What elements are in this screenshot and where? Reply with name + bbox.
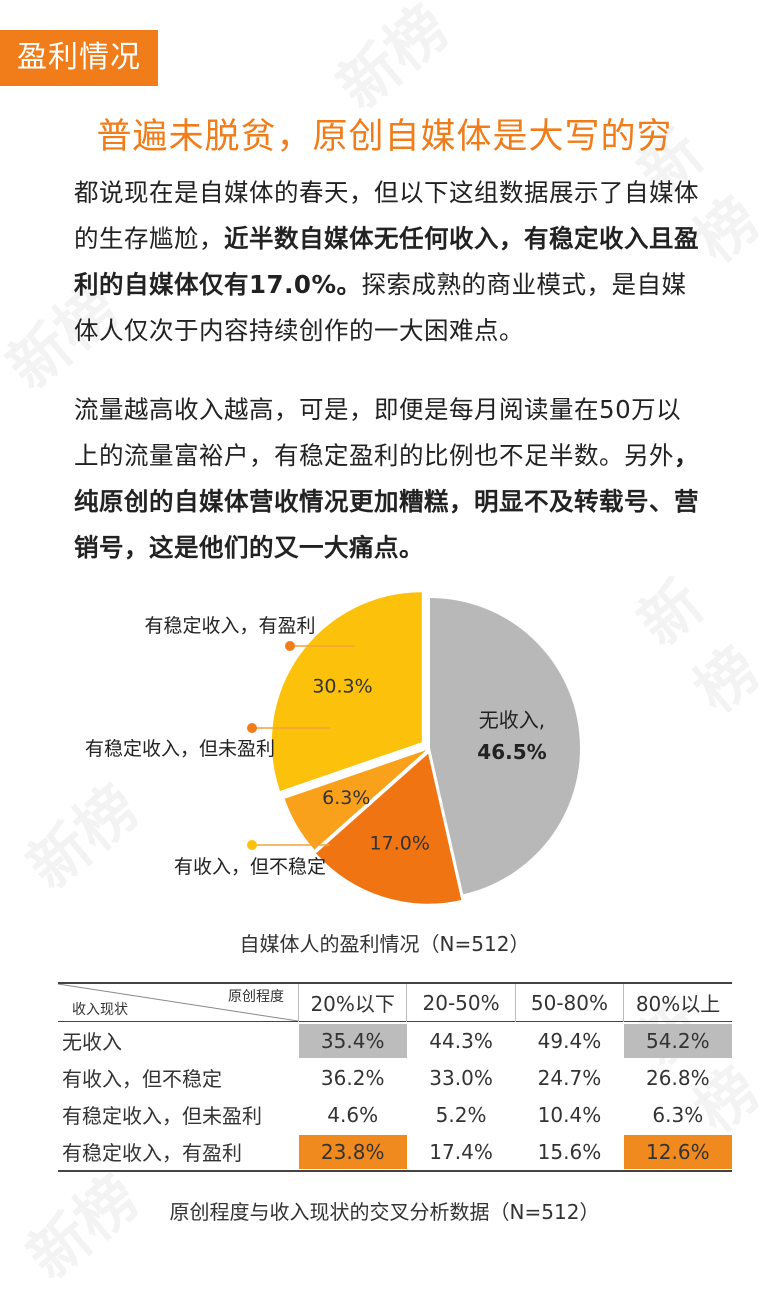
table-row: 有稳定收入，但未盈利 4.6% 5.2% 10.4% 6.3% — [58, 1096, 732, 1133]
row-label: 有收入，但不稳定 — [62, 1067, 222, 1091]
section-tag: 盈利情况 — [0, 30, 158, 86]
row-label: 无收入 — [62, 1030, 122, 1054]
paragraph-1-text-b: 探索成熟的商业模式，是自媒体人仅次于内容持续创作的一大困难点。 — [74, 270, 687, 345]
cell-value: 33.0% — [429, 1065, 493, 1090]
col-header: 20%以下 — [298, 983, 408, 1022]
table-cell: 35.4% — [298, 1022, 407, 1060]
callout-dot — [247, 840, 257, 850]
cell-value: 10.4% — [537, 1102, 602, 1127]
cell-value: 4.6% — [327, 1102, 379, 1127]
paragraph-2-bold: ，纯原创的自媒体营收情况更加糟糕，明显不及转载号、营销号，这是他们的又一大痛点。 — [74, 441, 699, 562]
table-cell: 54.2% — [623, 1022, 732, 1060]
slice-value: 6.3% — [322, 787, 370, 809]
diagonal-line — [58, 984, 298, 1021]
table-cell: 10.4% — [515, 1096, 623, 1133]
cell-value: 23.8% — [298, 1134, 407, 1169]
header-originality: 原创程度 — [228, 989, 284, 1005]
pie-chart: 无收入, 46.5% 17.0% 6.3% 30.3% 有稳定收入，有盈利有稳定收入，但未… — [0, 590, 769, 930]
col-header: 80%以上 — [635, 992, 721, 1016]
table-cell: 49.4% — [515, 1022, 623, 1060]
cell-value: 35.4% — [298, 1023, 407, 1058]
slice-value: 46.5% — [477, 740, 546, 764]
pie-slice — [430, 598, 581, 895]
table-cell: 26.8% — [624, 1059, 732, 1096]
paragraph-2-text-a: 流量越高收入越高，可是，即便是每月阅读量在50万以上的流量富裕户，有稳定盈利的比… — [74, 395, 682, 470]
cell-value: 26.8% — [646, 1065, 710, 1090]
table-cell: 12.6% — [623, 1133, 732, 1171]
pie-slice — [284, 750, 427, 850]
paragraph-1-text-a: 都说现在是自媒体的春天，但以下这组数据展示了自媒体的生存尴尬， — [74, 178, 699, 253]
paragraph-2: 流量越高收入越高，可是，即便是每月阅读量在50万以上的流量富裕户，有稳定盈利的比… — [74, 387, 699, 571]
table-row: 有稳定收入，有盈利 23.8% 17.4% 15.6% 12.6% — [58, 1133, 732, 1171]
cell-value: 6.3% — [652, 1102, 704, 1127]
slice-label: 无收入, — [479, 708, 545, 732]
table-corner-header: 原创程度 收入现状 — [58, 983, 299, 1022]
cell-value: 5.2% — [435, 1102, 487, 1127]
cross-table: 原创程度 收入现状 20%以下 20-50% 50-80% 80%以上 无收入 3… — [58, 982, 732, 1172]
table-row: 无收入 35.4% 44.3% 49.4% 54.2% — [58, 1022, 732, 1060]
paragraph-1: 都说现在是自媒体的春天，但以下这组数据展示了自媒体的生存尴尬，近半数自媒体无任何… — [74, 170, 699, 354]
chart-caption: 自媒体人的盈利情况（N=512） — [239, 932, 530, 956]
legend-label: 有稳定收入，但未盈利 — [85, 738, 275, 760]
cell-value: 49.4% — [537, 1028, 602, 1053]
table-cell: 15.6% — [515, 1133, 623, 1171]
cell-value: 12.6% — [623, 1134, 732, 1169]
callout-dot — [247, 723, 257, 733]
table-cell: 44.3% — [407, 1022, 515, 1060]
callout-dot — [285, 641, 295, 651]
table-row: 有收入，但不稳定 36.2% 33.0% 24.7% 26.8% — [58, 1059, 732, 1096]
table-caption: 原创程度与收入现状的交叉分析数据（N=512） — [169, 1200, 600, 1224]
legend-label: 有收入，但不稳定 — [174, 856, 326, 878]
table-cell: 5.2% — [407, 1096, 515, 1133]
col-header: 20-50% — [406, 983, 516, 1022]
table-header-row: 原创程度 收入现状 20%以下 20-50% 50-80% 80%以上 — [58, 983, 732, 1022]
watermark: 新榜 — [316, 0, 464, 125]
cell-value: 44.3% — [429, 1028, 493, 1053]
pie-slice — [316, 753, 462, 904]
pie-slice — [271, 592, 422, 791]
table-cell: 23.8% — [298, 1133, 407, 1171]
table-cell: 4.6% — [299, 1096, 407, 1133]
row-label: 有稳定收入，但未盈利 — [62, 1104, 262, 1128]
legend-label: 有稳定收入，有盈利 — [144, 615, 315, 637]
slice-value: 17.0% — [370, 832, 430, 854]
cell-value: 36.2% — [320, 1065, 385, 1090]
header-income: 收入现状 — [72, 1002, 128, 1018]
cell-value: 54.2% — [623, 1023, 732, 1058]
cell-value: 24.7% — [537, 1065, 602, 1090]
table-cell: 6.3% — [624, 1096, 732, 1133]
row-label: 有稳定收入，有盈利 — [62, 1141, 242, 1165]
table-cell: 36.2% — [299, 1059, 407, 1096]
page-title: 普遍未脱贫，原创自媒体是大写的穷 — [96, 117, 673, 157]
table-cell: 17.4% — [407, 1133, 515, 1171]
table-cell: 33.0% — [407, 1059, 515, 1096]
slice-value: 30.3% — [312, 676, 372, 698]
paragraph-1-bold: 近半数自媒体无任何收入，有稳定收入且盈利的自媒体仅有17.0%。 — [74, 224, 699, 299]
cell-value: 15.6% — [537, 1139, 602, 1164]
cell-value: 17.4% — [429, 1139, 493, 1164]
pie-chart-svg: 无收入, 46.5% 17.0% 6.3% 30.3% 有稳定收入，有盈利有稳定收入，但未… — [85, 592, 581, 904]
table-cell: 24.7% — [515, 1059, 623, 1096]
col-header: 50-80% — [515, 983, 625, 1022]
